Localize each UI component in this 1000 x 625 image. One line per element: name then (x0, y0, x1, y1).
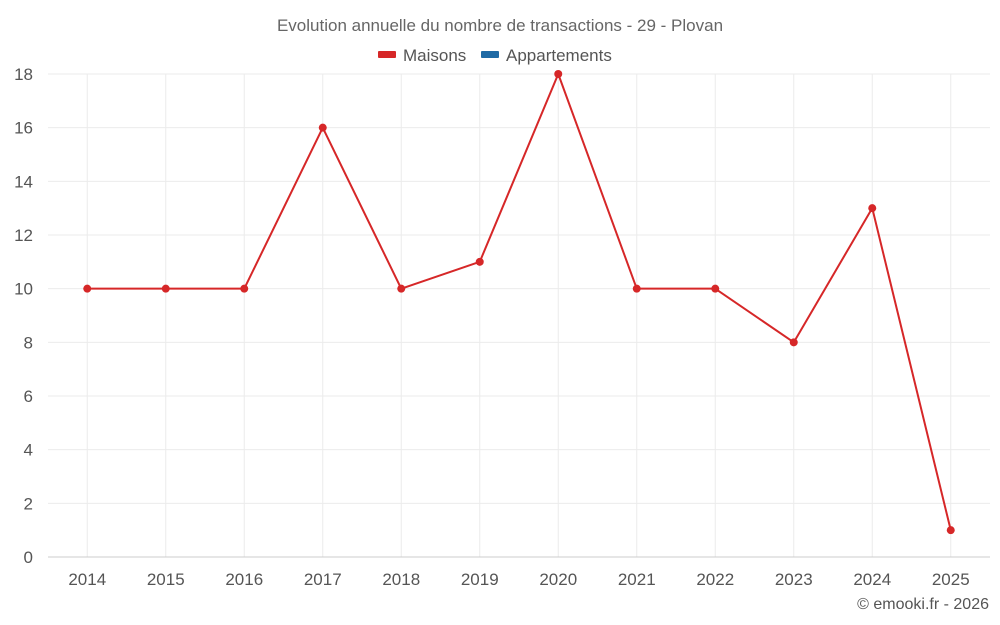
x-tick-label: 2025 (932, 570, 970, 589)
data-point-maisons[interactable] (397, 284, 406, 293)
data-point-maisons[interactable] (868, 204, 877, 213)
y-tick-label: 0 (24, 548, 33, 567)
data-point-maisons[interactable] (83, 284, 92, 293)
x-tick-label: 2016 (225, 570, 263, 589)
data-point-maisons[interactable] (632, 284, 641, 293)
x-tick-label: 2018 (382, 570, 420, 589)
x-tick-label: 2021 (618, 570, 656, 589)
legend-label-appartements: Appartements (506, 46, 612, 65)
x-tick-label: 2017 (304, 570, 342, 589)
data-point-maisons[interactable] (711, 284, 720, 293)
x-axis: 2014 2015 2016 2017 2018 2019 2020 2021 2022 2023… (48, 556, 990, 589)
y-tick-label: 16 (14, 119, 33, 138)
legend-item-appartements[interactable]: Appartements (481, 46, 612, 65)
y-tick-label: 2 (24, 494, 33, 513)
x-tick-label: 2014 (68, 570, 106, 589)
y-tick-label: 10 (14, 280, 33, 299)
y-tick-label: 8 (24, 333, 33, 352)
x-tick-label: 2020 (539, 570, 577, 589)
x-tick-label: 2015 (147, 570, 185, 589)
data-point-maisons[interactable] (789, 338, 798, 347)
data-point-maisons[interactable] (161, 284, 170, 293)
series-line-maisons (87, 73, 952, 531)
legend-item-maisons[interactable]: Maisons (378, 46, 466, 65)
x-tick-label: 2019 (461, 570, 499, 589)
legend-swatch-maisons (378, 51, 396, 58)
data-point-maisons[interactable] (475, 257, 484, 266)
y-tick-label: 4 (24, 441, 33, 460)
y-tick-label: 18 (14, 65, 33, 84)
grid (48, 73, 990, 557)
data-point-maisons[interactable] (240, 284, 249, 293)
data-point-maisons[interactable] (318, 123, 327, 132)
x-tick-label: 2022 (696, 570, 734, 589)
legend-label-maisons: Maisons (403, 46, 466, 65)
data-point-maisons[interactable] (946, 526, 955, 535)
x-tick-label: 2023 (775, 570, 813, 589)
y-tick-label: 6 (24, 387, 33, 406)
legend-swatch-appartements (481, 51, 499, 58)
credit-text: © emooki.fr - 2026 (857, 596, 989, 613)
legend: Maisons Appartements (378, 46, 612, 65)
y-tick-label: 12 (14, 226, 33, 245)
data-point-maisons[interactable] (554, 70, 563, 78)
chart-title: Evolution annuelle du nombre de transact… (277, 16, 723, 35)
series-layer (83, 70, 955, 535)
x-tick-label: 2024 (853, 570, 891, 589)
y-axis: 0 2 4 6 8 10 12 14 16 18 (14, 65, 33, 567)
y-tick-label: 14 (14, 172, 33, 191)
